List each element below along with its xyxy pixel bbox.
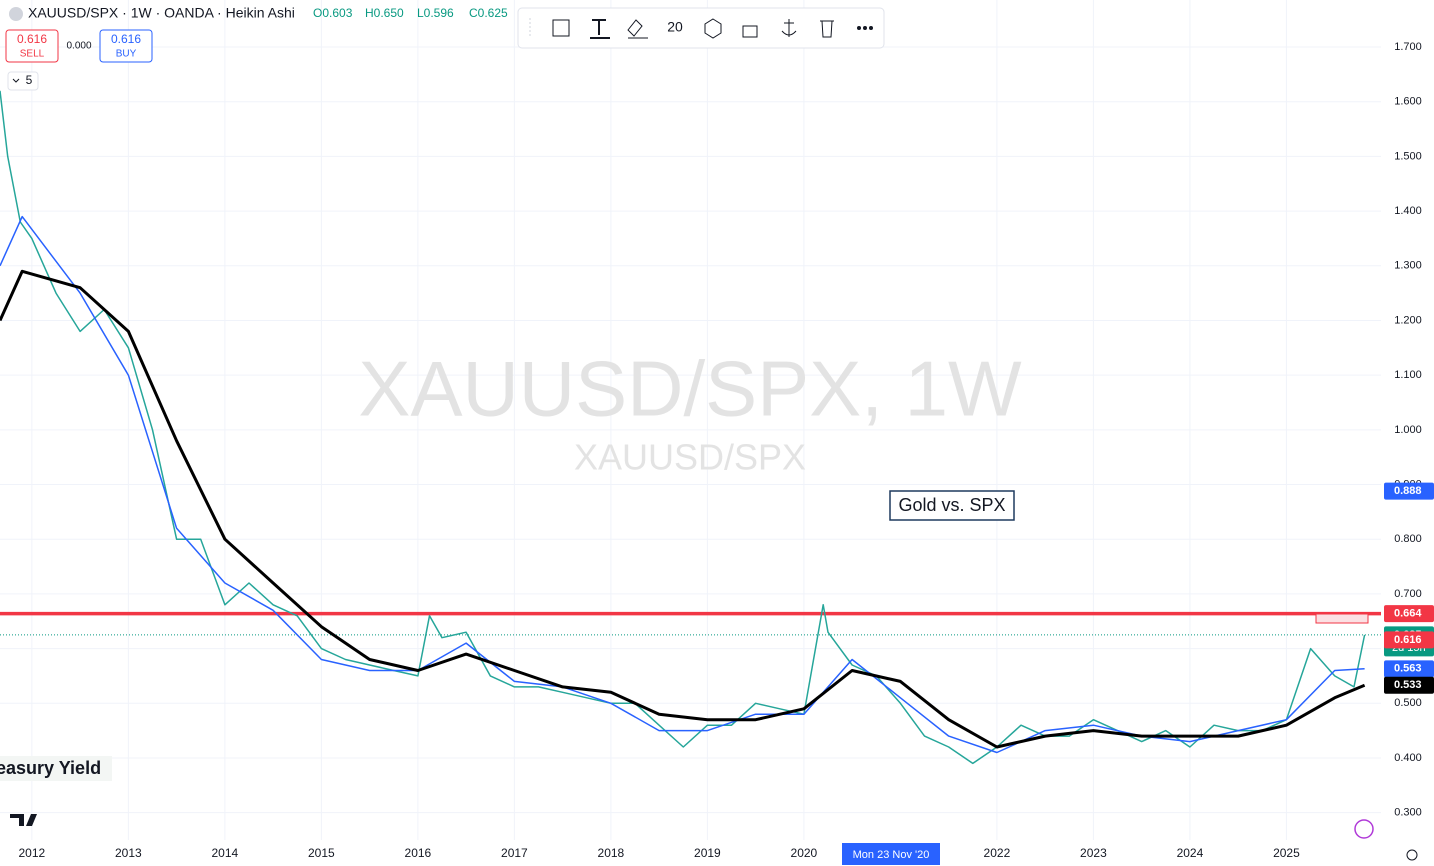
- buy-button[interactable]: [99, 29, 153, 63]
- series-line: [0, 269, 1366, 749]
- chevron: [12, 78, 20, 83]
- anchor-tool[interactable]: [781, 19, 797, 37]
- price-label-box: [1384, 631, 1434, 649]
- y-tick-label: 1.600: [1394, 96, 1422, 108]
- crosshair-label: Mon 23 Nov '20: [853, 849, 930, 861]
- delete-tool[interactable]: [820, 20, 834, 38]
- buy-label: BUY: [116, 49, 137, 60]
- x-tick-label: 2025: [1273, 846, 1300, 860]
- axes: 0.3000.4000.5000.6000.7000.8000.9001.000…: [18, 41, 1434, 865]
- x-tick-label: 2016: [405, 846, 432, 860]
- y-tick-label: 0.800: [1394, 533, 1422, 545]
- x-tick-label: 2015: [308, 846, 335, 860]
- y-tick-label: 0.300: [1394, 807, 1422, 819]
- tool-icon[interactable]: [552, 19, 570, 37]
- indicators-toggle[interactable]: [7, 71, 39, 91]
- symbol-icon: [9, 7, 23, 21]
- y-tick-label: 1.500: [1394, 150, 1422, 162]
- x-tick-label: 2013: [115, 846, 142, 860]
- x-tick-label: 2024: [1177, 846, 1204, 860]
- annotation: Gold vs. SPX: [898, 495, 1005, 515]
- annotation: easury Yield: [0, 758, 101, 778]
- x-tick-label: 2014: [212, 846, 239, 860]
- y-tick-label: 0.500: [1394, 697, 1422, 709]
- y-tick-label: 0.700: [1394, 588, 1422, 600]
- color-tool[interactable]: [627, 19, 648, 39]
- plot: [0, 90, 1381, 765]
- logo: [10, 814, 37, 826]
- price-label-box: [1384, 660, 1434, 678]
- price-label: 0.664: [1394, 608, 1422, 620]
- watermark-sub: XAUUSD/SPX: [574, 437, 806, 478]
- price-label: 0.563: [1394, 663, 1422, 675]
- price-label-box: [1384, 676, 1434, 694]
- price-label: 0.533: [1394, 679, 1422, 691]
- annotation-box: [889, 490, 1015, 521]
- spread: 0.000: [66, 41, 91, 52]
- x-tick-label: 2022: [984, 846, 1011, 860]
- y-tick-label: 1.100: [1394, 369, 1422, 381]
- ohlc-value: H0.650: [365, 6, 404, 20]
- range-box: [1315, 613, 1369, 624]
- sell-label: SELL: [20, 49, 45, 60]
- y-tick-label: 1.300: [1394, 260, 1422, 272]
- x-tick-label: 2020: [791, 846, 818, 860]
- price-label: 0.616: [1394, 634, 1422, 646]
- price-label-box: [1384, 482, 1434, 500]
- settings-tool[interactable]: [704, 18, 722, 39]
- more-tool[interactable]: [857, 26, 873, 30]
- buy-price: 0.616: [111, 32, 141, 46]
- x-tick-label: 2018: [598, 846, 625, 860]
- annotation-bg: [0, 756, 112, 781]
- lock-tool[interactable]: [742, 25, 758, 38]
- ohlc-value: C0.625: [469, 6, 508, 20]
- ohlc-value: O0.603: [313, 6, 353, 20]
- toolbar: [517, 7, 885, 49]
- x-tick-label: 2017: [501, 846, 528, 860]
- watermark: XAUUSD/SPX, 1W: [358, 345, 1022, 433]
- settings-icon[interactable]: [1406, 849, 1418, 861]
- text-tool[interactable]: [590, 19, 610, 39]
- x-tick-label: 2023: [1080, 846, 1107, 860]
- y-tick-label: 0.400: [1394, 752, 1422, 764]
- crosshair-box: [842, 843, 940, 865]
- y-tick-label: 1.700: [1394, 41, 1422, 53]
- price-label: 0.888: [1394, 485, 1422, 497]
- assistant-icon[interactable]: [1354, 819, 1374, 839]
- sell-price: 0.616: [17, 32, 47, 46]
- y-tick-label: 1.000: [1394, 424, 1422, 436]
- x-tick-label: 2012: [18, 846, 45, 860]
- x-tick-label: 2019: [694, 846, 721, 860]
- price-label-box: [1384, 605, 1434, 623]
- symbol[interactable]: XAUUSD/SPX · 1W · OANDA · Heikin Ashi: [28, 5, 295, 21]
- indicators-count: 5: [26, 73, 33, 87]
- y-tick-label: 1.400: [1394, 205, 1422, 217]
- ohlc: O0.603 H0.650 L0.596 C0.625: [313, 6, 508, 20]
- ohlc-value: L0.596: [417, 6, 454, 20]
- font-size[interactable]: 20: [667, 19, 683, 35]
- y-tick-label: 1.200: [1394, 314, 1422, 326]
- grid: [0, 0, 1381, 840]
- sell-button[interactable]: [5, 29, 59, 63]
- series-line: [0, 90, 1366, 765]
